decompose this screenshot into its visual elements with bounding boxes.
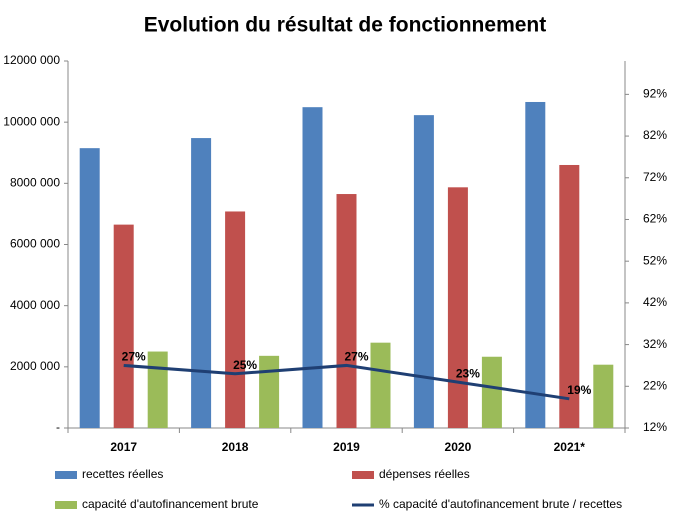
bar: [147, 351, 168, 428]
bar: [525, 101, 546, 429]
legend-swatch: [55, 501, 77, 509]
y-tick-label: 8000 000: [10, 176, 60, 190]
bar: [370, 342, 391, 428]
y-tick-label: 12000 000: [3, 53, 60, 67]
legend-label: capacité d'autofinancement brute: [82, 497, 259, 511]
y2-tick-label: 42%: [643, 295, 667, 309]
y-tick-label: 10000 000: [3, 114, 60, 128]
bar: [593, 364, 614, 428]
chart-title: Evolution du résultat de fonctionnement: [144, 14, 547, 37]
bar: [336, 194, 357, 428]
legend-swatch: [55, 471, 77, 479]
line: [123, 363, 570, 401]
bar: [559, 164, 580, 428]
bar: [259, 355, 280, 428]
x-tick-label: 2018: [222, 440, 249, 454]
bar: [225, 211, 246, 428]
bar: [191, 138, 212, 428]
value-label: 27%: [122, 350, 146, 364]
y2-tick-label: 12%: [643, 420, 667, 434]
bar: [481, 356, 502, 428]
bar: [302, 107, 323, 428]
y2-tick-label: 22%: [643, 378, 667, 392]
y-tick-label: 6000 000: [10, 237, 60, 251]
x-tick-label: 2021*: [554, 440, 586, 454]
legend-label: recettes réelles: [82, 467, 163, 481]
y2-tick-label: 72%: [643, 170, 667, 184]
y-tick-label: -: [56, 420, 60, 434]
value-label: 25%: [233, 358, 257, 372]
legend-swatch: [352, 471, 374, 479]
value-label: 23%: [456, 366, 480, 380]
legend-label: dépenses réelles: [379, 467, 470, 481]
y-tick-label: 2000 000: [10, 359, 60, 373]
y2-tick-label: 92%: [643, 87, 667, 101]
bar: [113, 224, 134, 428]
x-tick-label: 2020: [445, 440, 472, 454]
x-tick-label: 2019: [333, 440, 360, 454]
x-tick-label: 2017: [110, 440, 137, 454]
value-label: 27%: [344, 350, 368, 364]
bar: [79, 148, 100, 428]
bar: [447, 187, 468, 428]
bar: [413, 115, 434, 428]
y2-tick-label: 82%: [643, 128, 667, 142]
value-label: 19%: [567, 383, 591, 397]
legend-label: % capacité d'autofinancement brute / rec…: [379, 497, 622, 511]
y2-tick-label: 32%: [643, 337, 667, 351]
y-tick-label: 4000 000: [10, 298, 60, 312]
y2-tick-label: 52%: [643, 253, 667, 267]
y2-tick-label: 62%: [643, 212, 667, 226]
